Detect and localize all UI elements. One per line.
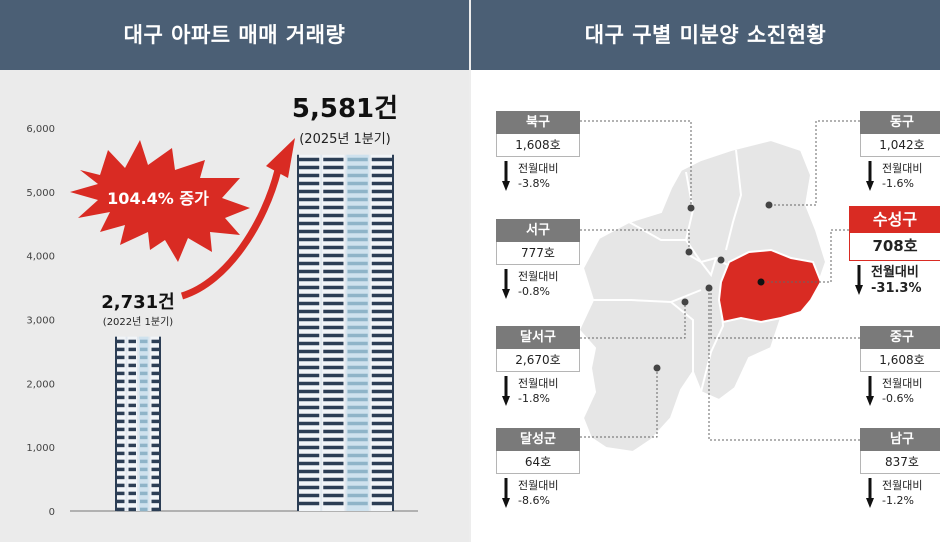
increase-arrow-curve <box>180 169 282 300</box>
bar-category-label-2022: (2022년 1분기) <box>103 316 173 328</box>
unsold-units: 777호 <box>496 242 580 265</box>
unsold-units: 1,042호 <box>860 134 940 157</box>
y-tick-label: 5,000 <box>26 188 55 199</box>
monthly-change: 전월대비 -31.3% <box>849 263 940 303</box>
unsold-units: 1,608호 <box>860 349 940 372</box>
down-arrow-icon <box>855 265 863 295</box>
trade-volume-title: 대구 아파트 매매 거래량 <box>0 0 469 70</box>
point-seo <box>685 248 693 256</box>
change-label: 전월대비 <box>882 377 923 390</box>
y-tick-label: 1,000 <box>26 443 55 454</box>
trade-volume-chart: 6,000 5,000 4,000 3,000 2,000 1,000 0 104.4% 증… <box>26 94 418 518</box>
increase-starburst <box>70 140 250 262</box>
district-name: 중구 <box>860 326 940 349</box>
change-label: 전월대비 <box>518 377 559 390</box>
district-name: 수성구 <box>849 206 940 233</box>
change-label: 전월대비 <box>518 270 559 283</box>
down-arrow-icon <box>502 269 510 299</box>
unsold-units: 64호 <box>496 451 580 474</box>
y-tick-label: 4,000 <box>26 252 55 263</box>
trade-volume-panel: 대구 아파트 매매 거래량 6,000 5,000 4,000 3,000 2,000 1… <box>0 0 469 542</box>
down-arrow-icon <box>866 478 874 508</box>
point-dalseo <box>681 298 689 306</box>
change-label: 전월대비 <box>518 479 559 492</box>
change-value: -0.6% <box>882 392 914 405</box>
change-value: -1.6% <box>882 177 914 190</box>
point-buk <box>687 204 695 212</box>
point-dong <box>765 201 773 209</box>
bar-2025 <box>297 154 394 512</box>
change-value: -0.8% <box>518 285 550 298</box>
change-value: -31.3% <box>871 281 922 296</box>
increase-annotation: 104.4% 증가 <box>107 189 209 208</box>
down-arrow-icon <box>866 376 874 406</box>
point-dalseong <box>653 364 661 372</box>
callout-leader-lines <box>580 120 860 441</box>
bar-value-label-2022: 2,731건 <box>101 292 175 313</box>
change-label: 전월대비 <box>882 162 923 175</box>
unsold-units: 1,608호 <box>496 134 580 157</box>
point-nam <box>705 284 713 292</box>
unsold-status-panel: 대구 구별 미분양 소진현황 <box>471 0 940 542</box>
monthly-change: 전월대비 -1.8% <box>496 374 580 408</box>
change-label: 전월대비 <box>871 265 919 280</box>
callout-suseong: 수성구 708호 전월대비 -31.3% <box>849 206 940 303</box>
unsold-units: 2,670호 <box>496 349 580 372</box>
district-name: 달서구 <box>496 326 580 349</box>
down-arrow-icon <box>502 161 510 191</box>
change-value: -3.8% <box>518 177 550 190</box>
change-label: 전월대비 <box>882 479 923 492</box>
change-value: -8.6% <box>518 494 550 507</box>
monthly-change: 전월대비 -1.2% <box>860 476 940 510</box>
district-points <box>653 201 773 372</box>
point-suseong <box>757 278 765 286</box>
monthly-change: 전월대비 -0.8% <box>496 267 580 301</box>
unsold-units: 708호 <box>849 233 940 261</box>
suseong-district-highlight <box>717 248 823 324</box>
monthly-change: 전월대비 -8.6% <box>496 476 580 510</box>
y-tick-label: 2,000 <box>26 379 55 390</box>
point-jung <box>717 256 725 264</box>
daegu-map-shape <box>577 138 828 454</box>
down-arrow-icon <box>502 376 510 406</box>
monthly-change: 전월대비 -0.6% <box>860 374 940 408</box>
down-arrow-icon <box>866 161 874 191</box>
daegu-district-map <box>577 120 860 454</box>
y-tick-label: 6,000 <box>26 124 55 135</box>
y-tick-label: 3,000 <box>26 316 55 327</box>
bar-2022 <box>115 336 161 512</box>
district-name: 동구 <box>860 111 940 134</box>
district-name: 남구 <box>860 428 940 451</box>
down-arrow-icon <box>502 478 510 508</box>
monthly-change: 전월대비 -3.8% <box>496 159 580 193</box>
bar-value-label-2025: 5,581건 <box>292 94 398 124</box>
change-label: 전월대비 <box>518 162 559 175</box>
district-name: 서구 <box>496 219 580 242</box>
increase-arrow-head <box>266 138 295 178</box>
change-value: -1.8% <box>518 392 550 405</box>
y-tick-label: 0 <box>49 507 55 518</box>
unsold-status-title: 대구 구별 미분양 소진현황 <box>471 0 940 70</box>
monthly-change: 전월대비 -1.6% <box>860 159 940 193</box>
unsold-units: 837호 <box>860 451 940 474</box>
district-name: 북구 <box>496 111 580 134</box>
bar-category-label-2025: (2025년 1분기) <box>299 132 391 147</box>
change-value: -1.2% <box>882 494 914 507</box>
district-name: 달성군 <box>496 428 580 451</box>
